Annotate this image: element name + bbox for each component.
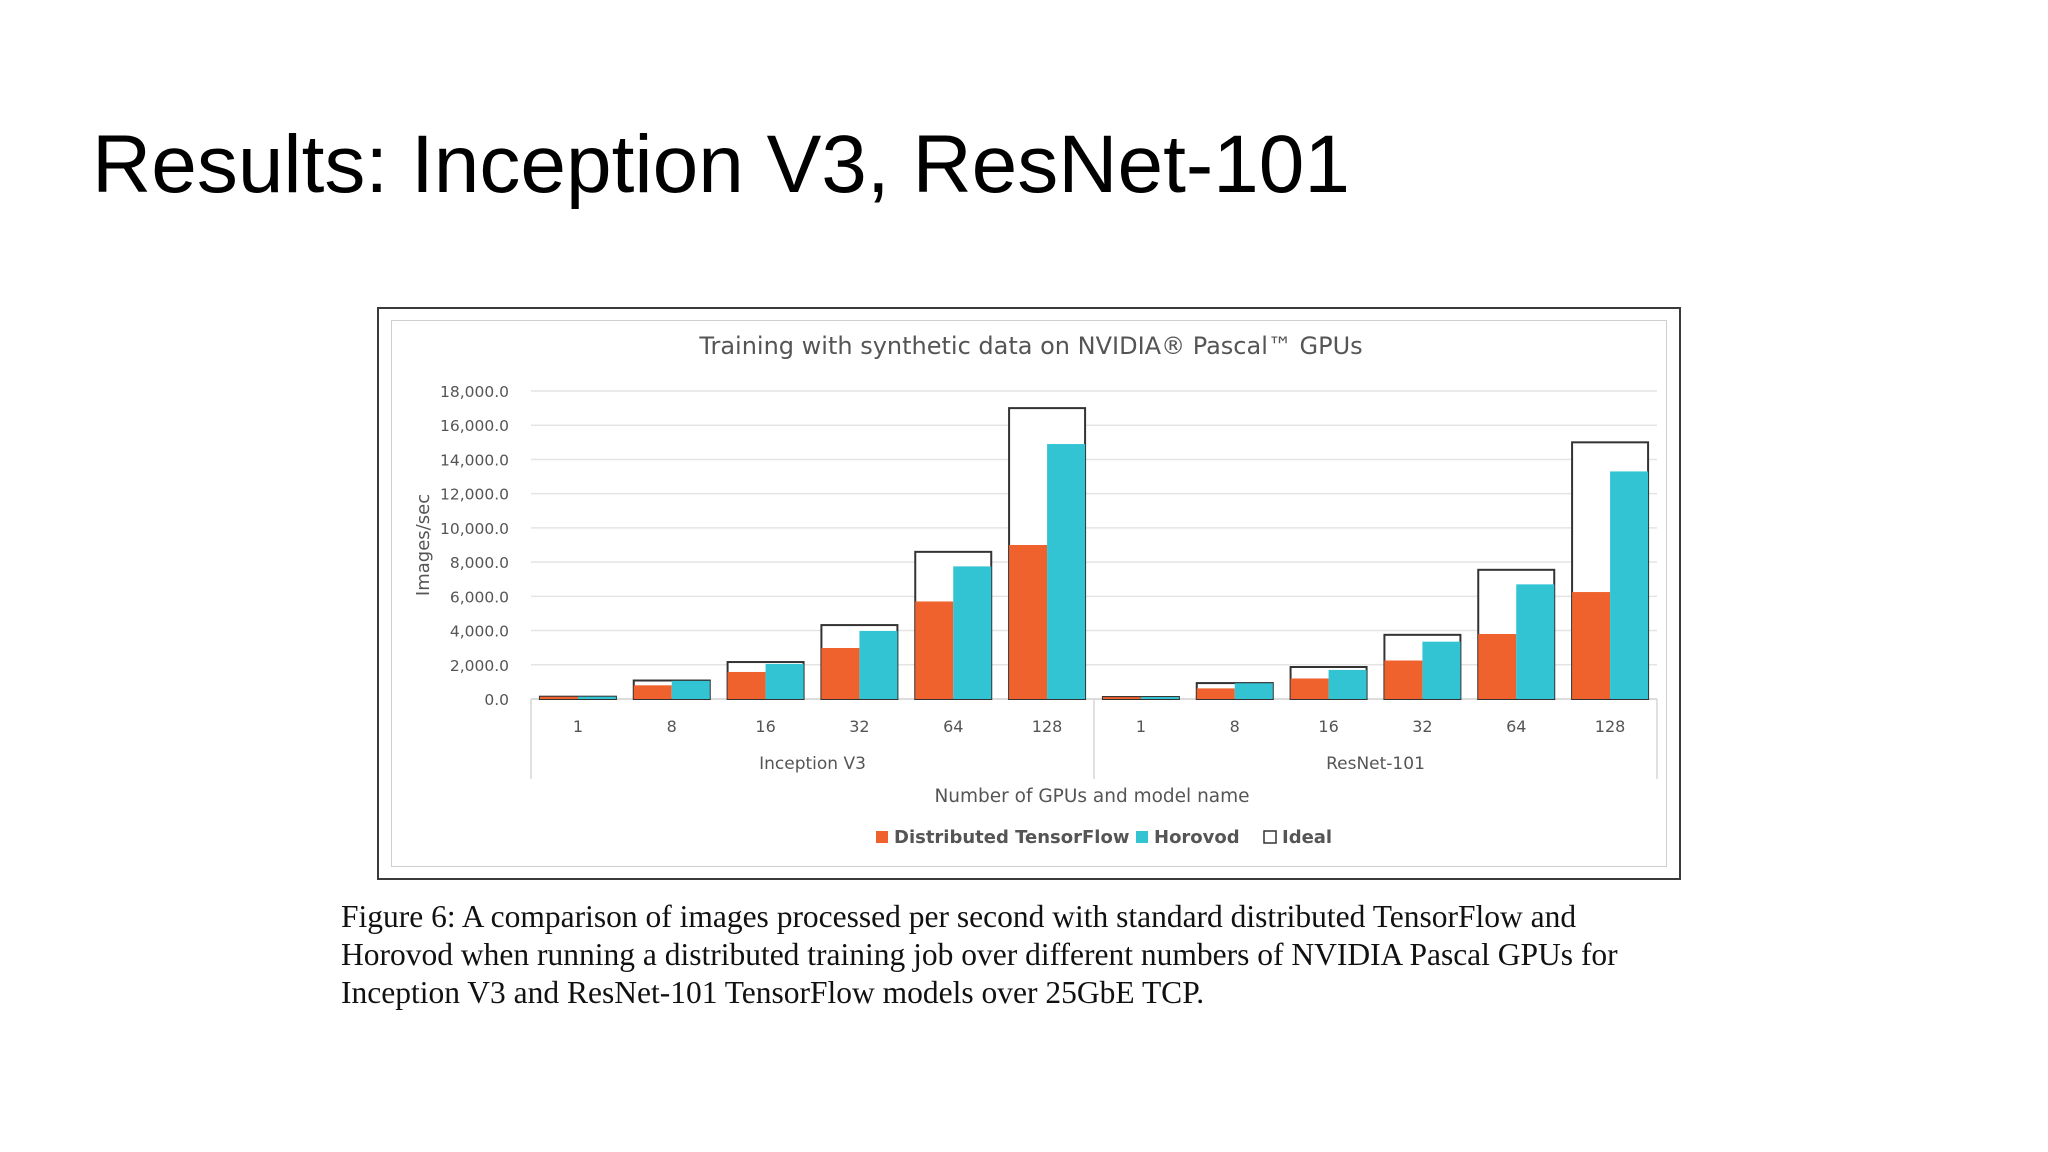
y-tick-label: 6,000.0 — [450, 588, 509, 606]
group-label: ResNet-101 — [1326, 754, 1425, 774]
x-tick-label: 64 — [943, 717, 963, 736]
bar-distributed-tensorflow — [1290, 678, 1329, 699]
slide-title: Results: Inception V3, ResNet-101 — [92, 119, 1350, 210]
caption-line-3: Inception V3 and ResNet-101 TensorFlow m… — [341, 975, 1205, 1010]
figure-inner-border — [391, 320, 1667, 867]
bar-horovod — [1328, 669, 1367, 699]
legend-swatch — [1136, 831, 1148, 843]
figure-frame: Training with synthetic data on NVIDIA® … — [377, 307, 1681, 880]
x-tick-label: 32 — [1412, 717, 1432, 736]
x-tick-label: 16 — [755, 717, 775, 736]
bar-horovod — [577, 696, 616, 699]
bar-distributed-tensorflow — [539, 696, 578, 699]
legend-label: Ideal — [1282, 827, 1332, 848]
y-tick-label: 0.0 — [484, 691, 509, 709]
bar-horovod — [1422, 641, 1461, 699]
x-tick-label: 1 — [573, 717, 583, 736]
legend-label: Horovod — [1154, 827, 1240, 848]
bar-horovod — [1140, 697, 1179, 699]
bar-horovod — [1234, 683, 1273, 699]
bar-distributed-tensorflow — [633, 685, 672, 699]
bar-distributed-tensorflow — [727, 671, 766, 699]
y-tick-label: 12,000.0 — [440, 486, 509, 504]
caption-line-2: Horovod when running a distributed train… — [341, 937, 1618, 972]
y-axis-label: Images/sec — [413, 494, 434, 596]
bar-distributed-tensorflow — [1384, 660, 1423, 699]
bar-distributed-tensorflow — [915, 601, 954, 699]
y-tick-label: 18,000.0 — [440, 383, 509, 401]
bar-horovod — [1610, 471, 1649, 699]
caption-line-1: Figure 6: A comparison of images process… — [341, 899, 1577, 934]
x-tick-label: 16 — [1318, 717, 1338, 736]
legend-label: Distributed TensorFlow — [894, 827, 1129, 848]
bar-distributed-tensorflow — [1572, 592, 1611, 699]
x-tick-label: 64 — [1506, 717, 1526, 736]
bar-distributed-tensorflow — [1196, 688, 1235, 699]
x-tick-label: 128 — [1032, 717, 1063, 736]
chart-title: Training with synthetic data on NVIDIA® … — [698, 332, 1362, 360]
bar-horovod — [859, 630, 898, 699]
y-tick-label: 10,000.0 — [440, 520, 509, 538]
bar-chart: Training with synthetic data on NVIDIA® … — [413, 332, 1658, 848]
bar-horovod — [1047, 444, 1086, 699]
y-tick-label: 4,000.0 — [450, 623, 509, 641]
group-label: Inception V3 — [759, 754, 866, 774]
y-tick-label: 14,000.0 — [440, 451, 509, 469]
bar-horovod — [953, 566, 992, 699]
bar-distributed-tensorflow — [821, 648, 860, 699]
y-tick-label: 8,000.0 — [450, 554, 509, 572]
bar-horovod — [1516, 584, 1555, 699]
figure-caption: Figure 6: A comparison of images process… — [341, 898, 1736, 1012]
x-tick-label: 8 — [667, 717, 677, 736]
bar-horovod — [765, 663, 804, 699]
bar-distributed-tensorflow — [1102, 697, 1141, 699]
legend-swatch — [876, 831, 888, 843]
x-axis-label: Number of GPUs and model name — [934, 786, 1249, 807]
y-tick-label: 16,000.0 — [440, 417, 509, 435]
x-tick-label: 32 — [849, 717, 869, 736]
bar-horovod — [671, 680, 710, 699]
x-tick-label: 8 — [1230, 717, 1240, 736]
y-tick-label: 2,000.0 — [450, 657, 509, 675]
legend-swatch — [1263, 830, 1277, 844]
bar-distributed-tensorflow — [1009, 545, 1048, 699]
bar-distributed-tensorflow — [1478, 633, 1517, 699]
x-tick-label: 128 — [1595, 717, 1626, 736]
x-tick-label: 1 — [1136, 717, 1146, 736]
